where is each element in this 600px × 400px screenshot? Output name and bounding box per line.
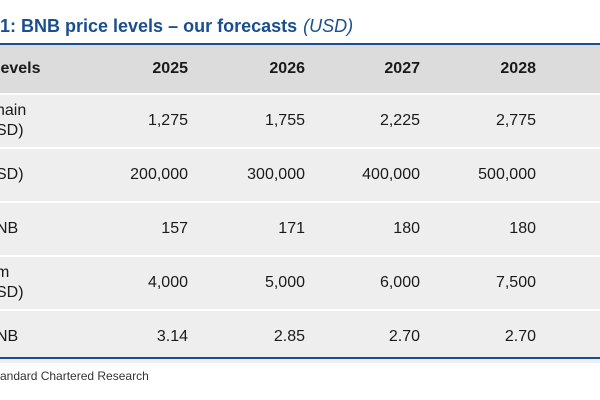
row-label: SD) [0, 149, 116, 201]
table-cell: 2,225 [379, 112, 420, 129]
table-cell: 5,000 [264, 274, 305, 291]
table-cell: 7,500 [495, 274, 536, 291]
header-year-2025: 2025 [152, 60, 188, 77]
table-row: hain SD) 1,275 1,755 2,225 2,775 [0, 95, 600, 147]
row-label-line1: NB [0, 328, 19, 345]
row-label: NB [0, 311, 116, 363]
row-label-line2: SD) [0, 166, 24, 183]
row-label-line1: m [0, 264, 10, 281]
chart-title: 1: BNB price levels – our forecasts (USD) [0, 16, 353, 37]
row-label: m SD) [0, 257, 116, 309]
table-cell [580, 311, 600, 363]
table-cell: 500,000 [478, 166, 536, 183]
row-label-line1: hain [0, 102, 27, 119]
row-label: NB [0, 203, 116, 255]
table-row: NB 3.14 2.85 2.70 2.70 [0, 311, 600, 363]
table-row: NB 157 171 180 180 [0, 203, 600, 255]
table-cell: 180 [393, 220, 420, 237]
header-year-cut [580, 45, 600, 93]
header-label: levels [0, 60, 41, 77]
table-cell: 180 [509, 220, 536, 237]
table-cell: 3.14 [156, 328, 188, 345]
table-cell: 5 [580, 149, 600, 201]
top-rule [0, 43, 600, 45]
source-note: andard Chartered Research [0, 369, 149, 383]
header-year-2027: 2027 [384, 60, 420, 77]
table-cell: 2,775 [495, 112, 536, 129]
table-cell: 6,000 [379, 274, 420, 291]
table-cell: 400,000 [362, 166, 420, 183]
table-cell: 1,275 [147, 112, 188, 129]
table-cell: 171 [278, 220, 305, 237]
table-cell [580, 257, 600, 309]
header-year-2028: 2028 [500, 60, 536, 77]
table-header-row: levels 2025 2026 2027 2028 [0, 45, 600, 93]
row-label: hain SD) [0, 95, 116, 147]
table-cell: 2.70 [388, 328, 420, 345]
table-cell: 1,755 [264, 112, 305, 129]
table-cell: 300,000 [247, 166, 305, 183]
table-cell [580, 95, 600, 147]
table-row: SD) 200,000 300,000 400,000 500,000 5 [0, 149, 600, 201]
table-cell: 4,000 [147, 274, 188, 291]
table-cell: 2.70 [504, 328, 536, 345]
row-label-line2: SD) [0, 122, 24, 139]
table-row: m SD) 4,000 5,000 6,000 7,500 [0, 257, 600, 309]
title-text: 1: BNB price levels – our forecasts [0, 16, 298, 36]
row-label-line1: NB [0, 220, 19, 237]
table-cell: 200,000 [130, 166, 188, 183]
header-year-2026: 2026 [269, 60, 305, 77]
forecast-table: levels 2025 2026 2027 2028 hain SD) 1,275… [0, 45, 600, 363]
table-cell: 2.85 [273, 328, 305, 345]
table-cell [580, 203, 600, 255]
table-cell: 157 [161, 220, 188, 237]
title-unit: (USD) [303, 16, 354, 36]
bottom-rule [0, 357, 600, 359]
row-label-line2: SD) [0, 284, 24, 301]
